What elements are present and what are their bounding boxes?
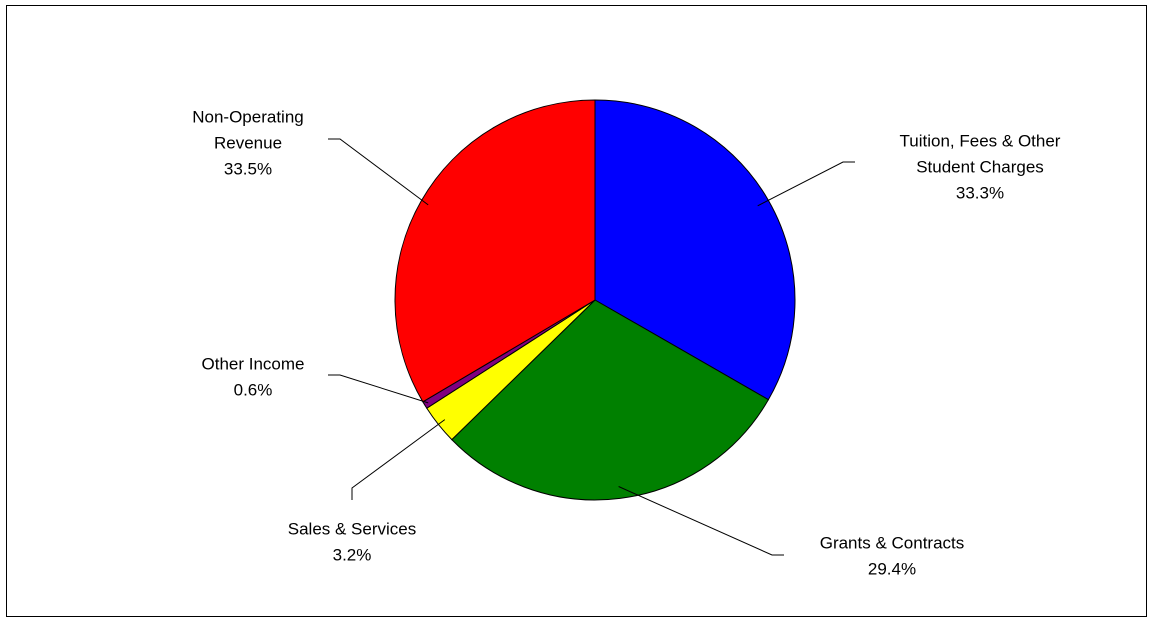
- slice-label-other-income: Other Income 0.6%: [202, 354, 305, 399]
- leaders-layer: [328, 138, 855, 556]
- slice-label-grants-and-contracts: Grants & Contracts 29.4%: [820, 533, 965, 578]
- leader-line-other-income: [328, 374, 429, 404]
- slice-value-label: 3.2%: [333, 545, 372, 564]
- slice-category-label: Student Charges: [916, 157, 1044, 176]
- slice-category-label: Tuition, Fees & Other: [900, 131, 1061, 150]
- slice-category-label: Other Income: [202, 354, 305, 373]
- slice-non-operating-revenue: [394, 99, 596, 403]
- leader-line-tuition-fees-and-other-student-charges: [757, 161, 855, 207]
- slice-category-label: Sales & Services: [288, 519, 417, 538]
- slice-category-label: Revenue: [214, 133, 282, 152]
- slice-grants-and-contracts: [451, 299, 770, 501]
- labels-layer: Tuition, Fees & Other Student Charges 33.3…: [192, 107, 1061, 578]
- slice-label-sales-and-services: Sales & Services 3.2%: [288, 519, 417, 564]
- slice-label-non-operating-revenue: Non-Operating Revenue 33.5%: [192, 107, 304, 178]
- leader-line-non-operating-revenue: [328, 138, 429, 206]
- slice-label-tuition-fees-and-other-student-charges: Tuition, Fees & Other Student Charges 33.3…: [900, 131, 1061, 202]
- leader-line-sales-and-services: [351, 419, 446, 500]
- slice-value-label: 33.5%: [224, 159, 272, 178]
- slice-category-label: Non-Operating: [192, 107, 304, 126]
- slices-layer: [394, 99, 796, 501]
- slice-category-label: Grants & Contracts: [820, 533, 965, 552]
- slice-value-label: 0.6%: [234, 380, 273, 399]
- slice-value-label: 33.3%: [956, 183, 1004, 202]
- leader-line-grants-and-contracts: [618, 486, 784, 556]
- slice-tuition-fees-and-other-student-charges: [594, 99, 796, 401]
- slice-value-label: 29.4%: [868, 559, 916, 578]
